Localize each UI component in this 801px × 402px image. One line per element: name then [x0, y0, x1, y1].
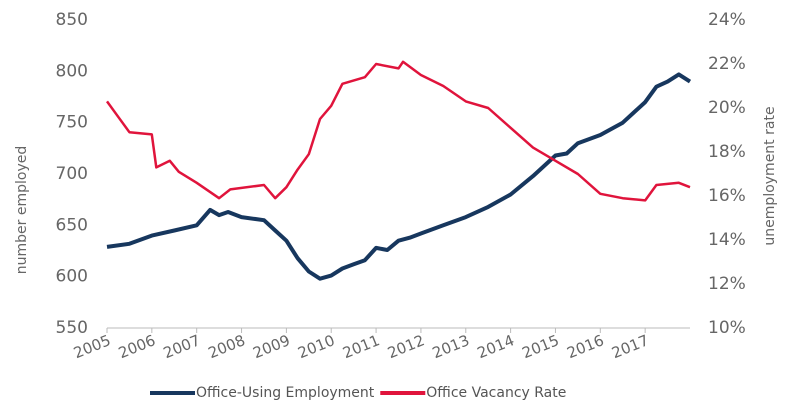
- y-tick-label: 600: [56, 267, 88, 287]
- y2-tick-label: 14%: [708, 230, 746, 250]
- x-tick-label: 2012: [385, 331, 427, 362]
- x-tick-label: 2014: [475, 331, 517, 362]
- y-tick-label: 800: [56, 61, 88, 81]
- x-tick-label: 2010: [295, 331, 337, 362]
- y2-tick-label: 20%: [708, 98, 746, 118]
- y2-tick-label: 10%: [708, 318, 746, 338]
- y2-tick-label: 18%: [708, 142, 746, 162]
- x-tick-label: 2006: [116, 331, 158, 362]
- series-line: [106, 72, 692, 281]
- y-tick-label: 750: [56, 113, 88, 133]
- y-tick-label: 700: [56, 164, 88, 184]
- y-tick-label: 850: [56, 10, 88, 30]
- x-tick-label: 2015: [519, 331, 561, 362]
- x-tick-label: 2008: [206, 331, 248, 362]
- x-tick-label: 2013: [430, 331, 472, 362]
- y2-axis-label: unemployment rate: [762, 106, 778, 245]
- series-line: [105, 60, 691, 202]
- y2-tick-label: 24%: [708, 10, 746, 30]
- x-tick-label: 2009: [250, 331, 292, 362]
- legend-label: Office-Using Employment: [196, 385, 375, 401]
- x-tick-label: 2017: [609, 331, 651, 362]
- y2-tick-label: 16%: [708, 186, 746, 206]
- x-tick-label: 2007: [161, 331, 203, 362]
- y2-tick-label: 22%: [708, 54, 746, 74]
- legend-label: Office Vacancy Rate: [426, 385, 566, 401]
- x-tick-label: 2011: [340, 331, 382, 362]
- x-tick-label: 2016: [564, 331, 606, 362]
- y-tick-label: 650: [56, 215, 88, 235]
- y-axis-label: number employed: [14, 146, 30, 274]
- y-tick-label: 550: [56, 318, 88, 338]
- y2-tick-label: 12%: [708, 274, 746, 294]
